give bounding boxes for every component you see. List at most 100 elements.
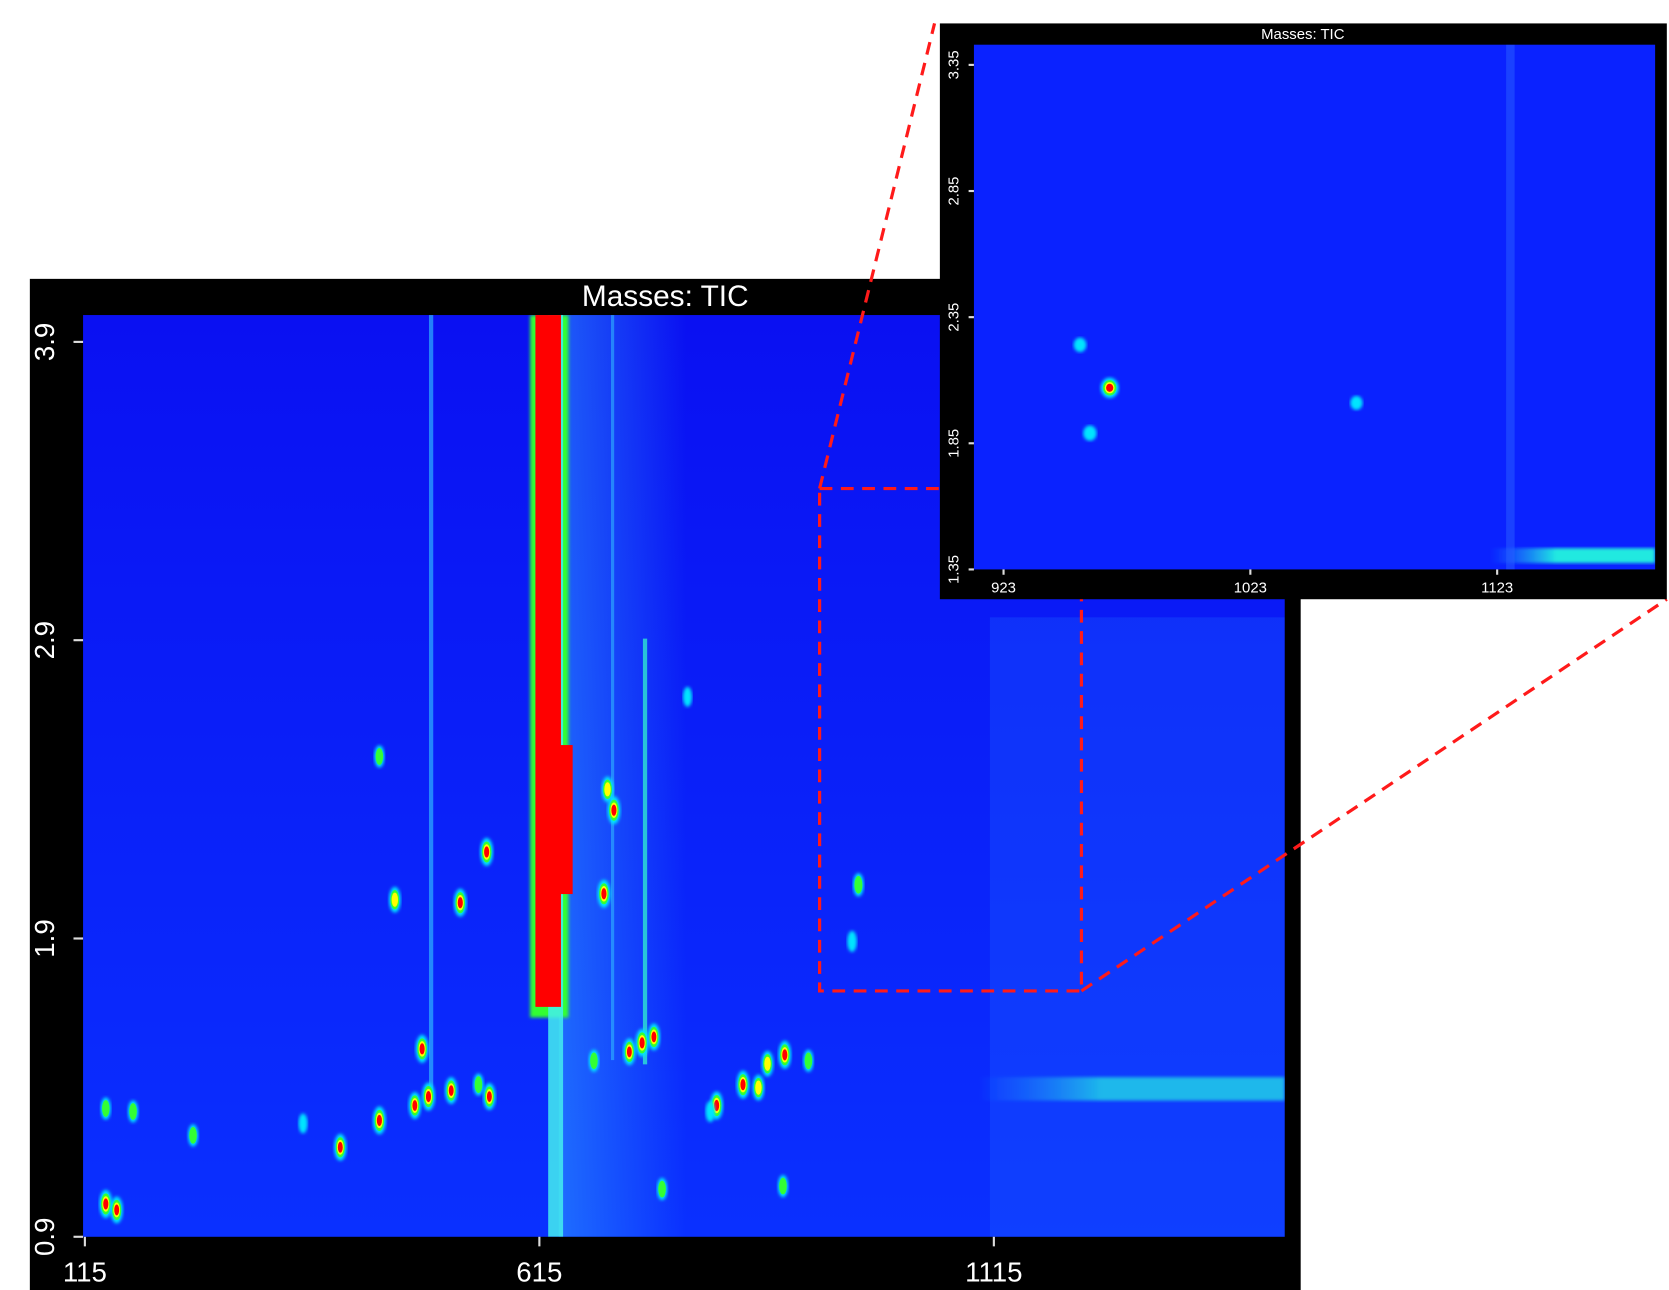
y-tick-label: 2.9 xyxy=(29,621,60,659)
peak-level xyxy=(377,1115,382,1126)
peak-level xyxy=(1106,384,1113,392)
chart-title: Masses: TIC xyxy=(582,280,749,313)
peak-level xyxy=(114,1205,119,1216)
peak-level xyxy=(376,748,384,765)
plot-area xyxy=(974,45,1655,570)
peak xyxy=(778,1041,791,1069)
streak xyxy=(1506,45,1515,570)
peak xyxy=(373,1106,386,1134)
peak xyxy=(598,880,611,908)
streak xyxy=(611,315,614,1060)
peak xyxy=(623,1038,635,1065)
y-tick-label: 2.85 xyxy=(947,177,963,206)
peak xyxy=(416,1035,429,1063)
peak xyxy=(737,1071,750,1099)
peak-level xyxy=(740,1079,745,1090)
peak xyxy=(636,1029,649,1057)
x-tick-label: 1123 xyxy=(1481,581,1513,597)
inset-chart: Masses: TIC 1.35 1.85 2.35 2.85 3.35 923 1023 1… xyxy=(940,23,1667,599)
peak-level xyxy=(102,1100,110,1117)
peak xyxy=(480,838,493,866)
peak-level xyxy=(779,1178,787,1195)
chart: Masses: TIC 0.91.92.93.91156151115 Masse… xyxy=(0,0,1669,1290)
peak xyxy=(1074,338,1087,352)
peak-level xyxy=(764,1057,770,1071)
peak-level xyxy=(1083,426,1096,441)
x-tick-label: 1023 xyxy=(1234,581,1267,597)
peak-level xyxy=(392,893,398,907)
x-tick-label: 615 xyxy=(516,1256,562,1287)
peak xyxy=(1083,426,1096,441)
peak xyxy=(188,1124,198,1146)
peak-level xyxy=(805,1052,813,1069)
peak xyxy=(374,745,384,767)
peak xyxy=(334,1134,346,1161)
peak-level xyxy=(854,876,862,894)
peak xyxy=(847,931,857,952)
peak xyxy=(454,889,467,917)
y-tick-label: 3.35 xyxy=(947,50,963,79)
peak-level xyxy=(705,1101,715,1122)
major-column xyxy=(541,745,573,894)
peak-level xyxy=(412,1100,417,1111)
peak xyxy=(602,776,614,802)
peak-level xyxy=(484,846,489,857)
peak-level xyxy=(590,1052,598,1069)
major-column xyxy=(535,315,561,1007)
peak-level xyxy=(338,1142,343,1153)
peak-level xyxy=(651,1032,656,1043)
peak-level xyxy=(1350,396,1362,410)
peak xyxy=(483,1083,495,1110)
peak xyxy=(389,887,401,913)
peak xyxy=(778,1175,788,1197)
peak-level xyxy=(847,931,857,952)
chart-title: Masses: TIC xyxy=(1261,27,1345,43)
peak xyxy=(657,1178,667,1200)
peak-level xyxy=(129,1103,137,1120)
peak-level xyxy=(782,1049,787,1060)
peak xyxy=(299,1113,308,1133)
peak xyxy=(1350,396,1362,410)
y-tick-label: 1.35 xyxy=(947,555,963,584)
peak-level xyxy=(601,888,606,899)
column-glow xyxy=(559,315,687,1237)
peak-level xyxy=(658,1181,666,1198)
y-tick-label: 2.35 xyxy=(947,303,963,332)
page: {"chart_data": [ {"type": "heatmap", "ti… xyxy=(0,0,1669,1290)
peak xyxy=(589,1050,599,1072)
peak xyxy=(753,1075,765,1101)
peak xyxy=(683,687,692,707)
peak-level xyxy=(189,1127,197,1144)
peak xyxy=(705,1101,715,1122)
x-tick-label: 115 xyxy=(63,1256,107,1287)
peak xyxy=(648,1023,660,1050)
peak-level xyxy=(755,1081,761,1095)
peak-level xyxy=(299,1113,308,1133)
peak-level xyxy=(683,687,692,707)
peak-level xyxy=(627,1046,632,1057)
peak xyxy=(473,1074,483,1096)
y-tick-label: 1.85 xyxy=(947,429,963,458)
peak-level xyxy=(475,1076,483,1093)
peak xyxy=(803,1050,813,1072)
peak xyxy=(1101,378,1119,398)
peak xyxy=(409,1092,421,1119)
peak xyxy=(99,1190,112,1218)
y-tick-label: 0.9 xyxy=(29,1218,60,1256)
bleed-region xyxy=(990,617,1285,1236)
x-tick-label: 1115 xyxy=(965,1256,1022,1287)
y-tick-label: 1.9 xyxy=(29,919,60,957)
peak-level xyxy=(449,1085,454,1096)
peak-level xyxy=(640,1037,645,1048)
peak-level xyxy=(611,805,616,816)
peak xyxy=(111,1196,123,1223)
peak-level xyxy=(604,782,610,796)
peak-level xyxy=(420,1043,425,1054)
x-tick-label: 923 xyxy=(991,581,1016,597)
peak xyxy=(445,1077,457,1104)
peak xyxy=(128,1100,138,1122)
peak xyxy=(422,1083,435,1111)
peak xyxy=(762,1051,774,1077)
peak-level xyxy=(1074,338,1087,352)
peak xyxy=(853,873,864,896)
